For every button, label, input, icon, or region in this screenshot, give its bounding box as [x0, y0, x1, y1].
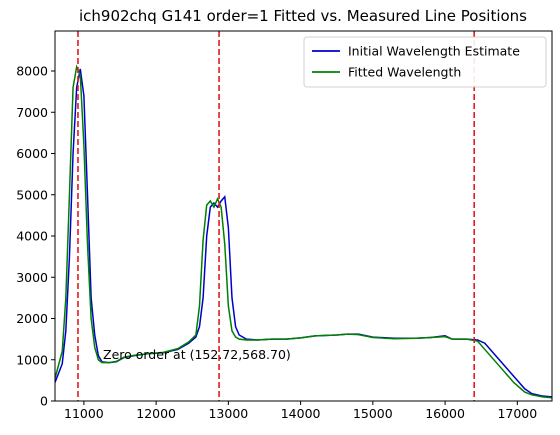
x-tick-label: 13000 [208, 406, 248, 421]
y-tick-label: 8000 [16, 64, 48, 79]
x-tick-label: 14000 [281, 406, 321, 421]
legend-box [303, 36, 547, 88]
annotation: Zero order at (152.72,568.70) [103, 347, 291, 362]
legend-label: Initial Wavelength Estimate [348, 44, 520, 59]
legend-label: Fitted Wavelength [348, 65, 461, 80]
x-tick-label: 17000 [497, 406, 537, 421]
chart-title: ich902chq G141 order=1 Fitted vs. Measur… [79, 7, 527, 25]
y-tick-label: 0 [40, 394, 48, 409]
y-tick-label: 4000 [16, 229, 48, 244]
x-tick-label: 16000 [425, 406, 465, 421]
x-tick-label: 15000 [353, 406, 393, 421]
y-tick-label: 2000 [16, 311, 48, 326]
series-line [55, 64, 552, 399]
x-tick-label: 11000 [64, 406, 104, 421]
plot-frame [54, 30, 553, 402]
y-tick-label: 1000 [16, 352, 48, 367]
x-tick-label: 12000 [136, 406, 176, 421]
y-tick-label: 7000 [16, 105, 48, 120]
y-tick-label: 5000 [16, 187, 48, 202]
y-tick-label: 3000 [16, 270, 48, 285]
y-tick-label: 6000 [16, 146, 48, 161]
